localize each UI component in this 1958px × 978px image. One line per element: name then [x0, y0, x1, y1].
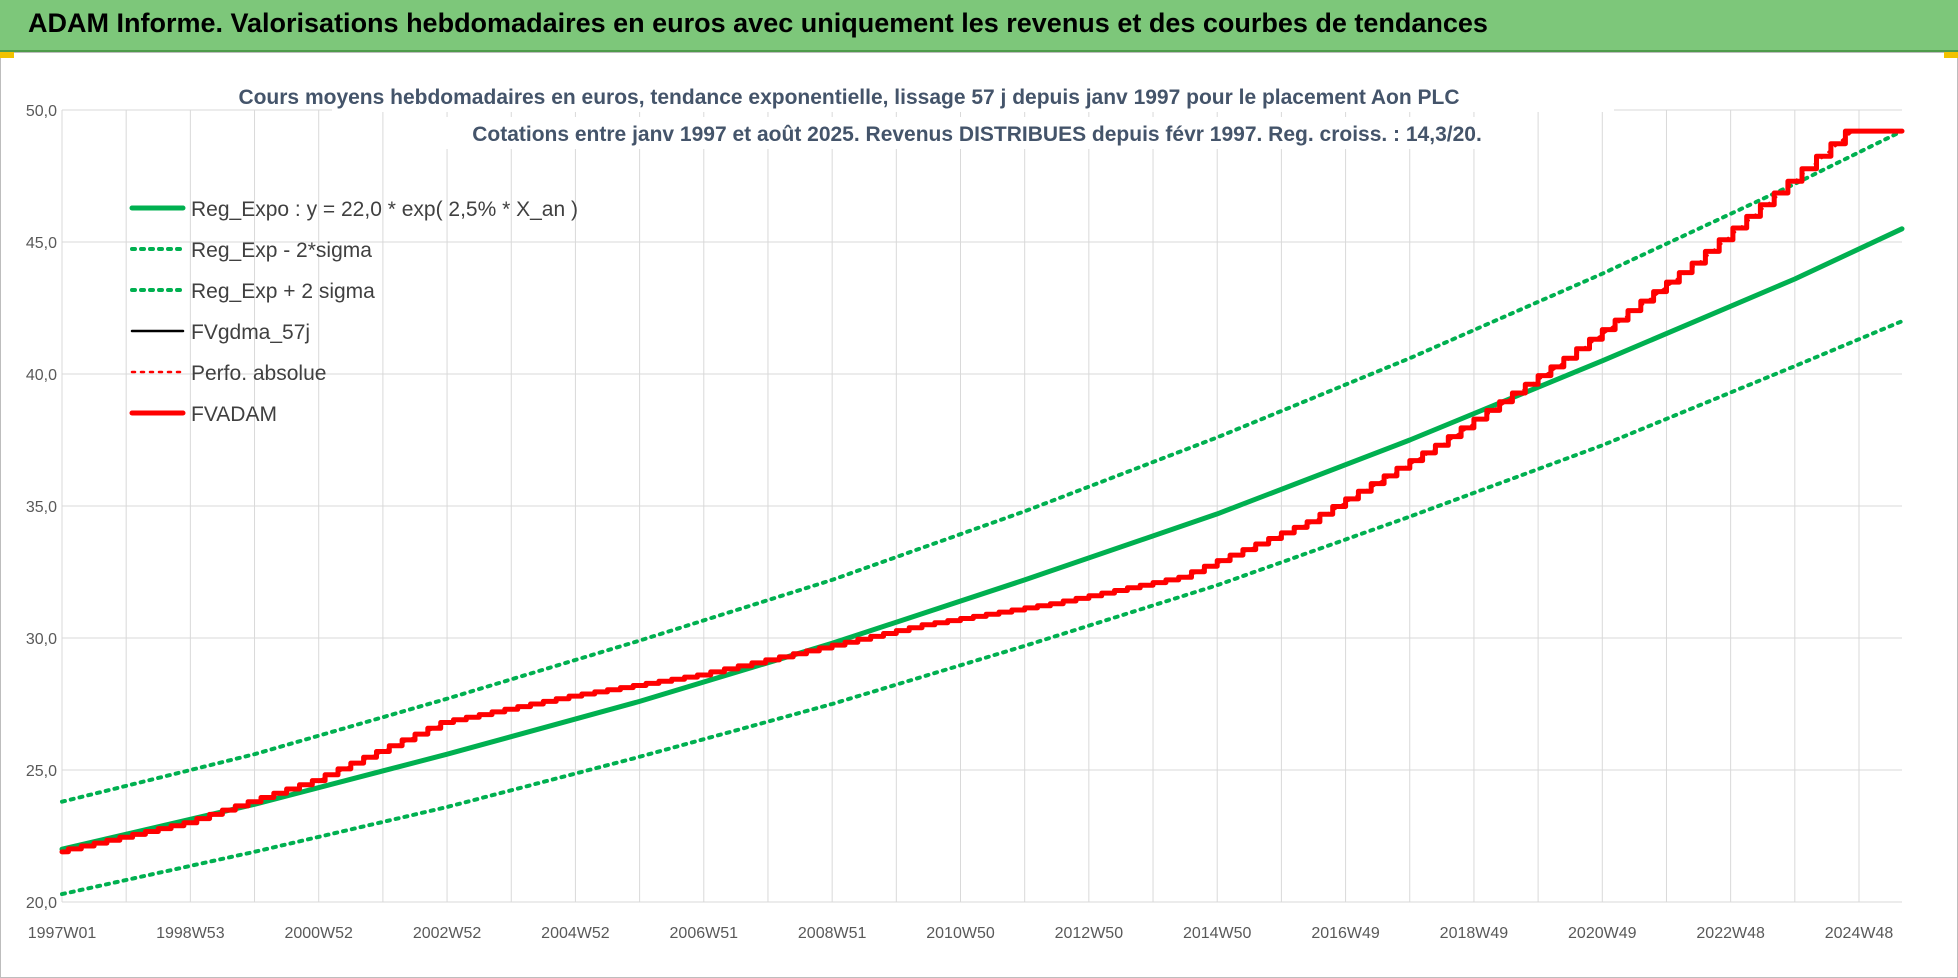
x-tick-label: 2012W50 [1055, 925, 1124, 942]
y-tick-label: 35,0 [26, 499, 57, 516]
title-bg-2 [444, 117, 1510, 149]
x-tick-label: 2014W50 [1183, 925, 1252, 942]
series-line-1 [59, 226, 1905, 852]
x-tick-label: 1998W53 [156, 925, 225, 942]
title-bg-1 [332, 80, 1614, 112]
x-tick-label: 2020W49 [1568, 925, 1637, 942]
y-tick-label: 30,0 [26, 631, 57, 648]
series-line-6 [59, 128, 1905, 855]
legend-label: FVgdma_57j [191, 321, 310, 344]
x-tick-label: 1997W01 [28, 925, 97, 942]
grid [61, 109, 1902, 903]
y-tick-label: 40,0 [26, 367, 57, 384]
x-tick-label: 2008W51 [798, 925, 867, 942]
corner-marker-left [0, 52, 14, 58]
legend-label: FVADAM [191, 403, 277, 426]
legend-label: Reg_Exp - 2*sigma [191, 239, 372, 262]
legend: Reg_Expo : y = 22,0 * exp( 2,5% * X_an )… [129, 198, 578, 426]
y-tick-label: 50,0 [26, 103, 57, 120]
report-banner: ADAM Informe. Valorisations hebdomadaire… [0, 0, 1958, 52]
y-tick-label: 25,0 [26, 763, 57, 780]
chart-title-background [332, 80, 1614, 149]
y-tick-label: 45,0 [26, 235, 57, 252]
series-lines [59, 128, 1905, 897]
x-tick-label: 2022W48 [1696, 925, 1765, 942]
x-tick-label: 2002W52 [413, 925, 482, 942]
series-line-2 [60, 319, 1904, 897]
report-title: ADAM Informe. Valorisations hebdomadaire… [28, 8, 1488, 38]
legend-label: Perfo. absolue [191, 362, 326, 385]
chart-title: Cours moyens hebdomadaires en euros, ten… [238, 86, 1459, 109]
x-tick-label: 2018W49 [1440, 925, 1509, 942]
y-tick-label: 20,0 [26, 895, 57, 912]
y-axis-ticks: 20,0 25,0 30,0 35,0 40,0 45,0 50,0 [26, 103, 57, 912]
legend-label: Reg_Exp + 2 sigma [191, 280, 375, 303]
x-axis-ticks: 1997W01 1998W53 2000W52 2002W52 2004W52 2006W… [28, 925, 1894, 942]
corner-marker-right [1944, 52, 1958, 58]
legend-label: Reg_Expo : y = 22,0 * exp( 2,5% * X_an ) [191, 198, 578, 221]
chart-subtitle: Cotations entre janv 1997 et août 2025. … [472, 123, 1482, 146]
x-tick-label: 2024W48 [1825, 925, 1894, 942]
series-line-3 [60, 129, 1904, 804]
x-tick-label: 2006W51 [670, 925, 739, 942]
x-tick-label: 2010W50 [926, 925, 995, 942]
x-tick-label: 2016W49 [1311, 925, 1380, 942]
x-tick-label: 2000W52 [284, 925, 353, 942]
x-tick-label: 2004W52 [541, 925, 610, 942]
